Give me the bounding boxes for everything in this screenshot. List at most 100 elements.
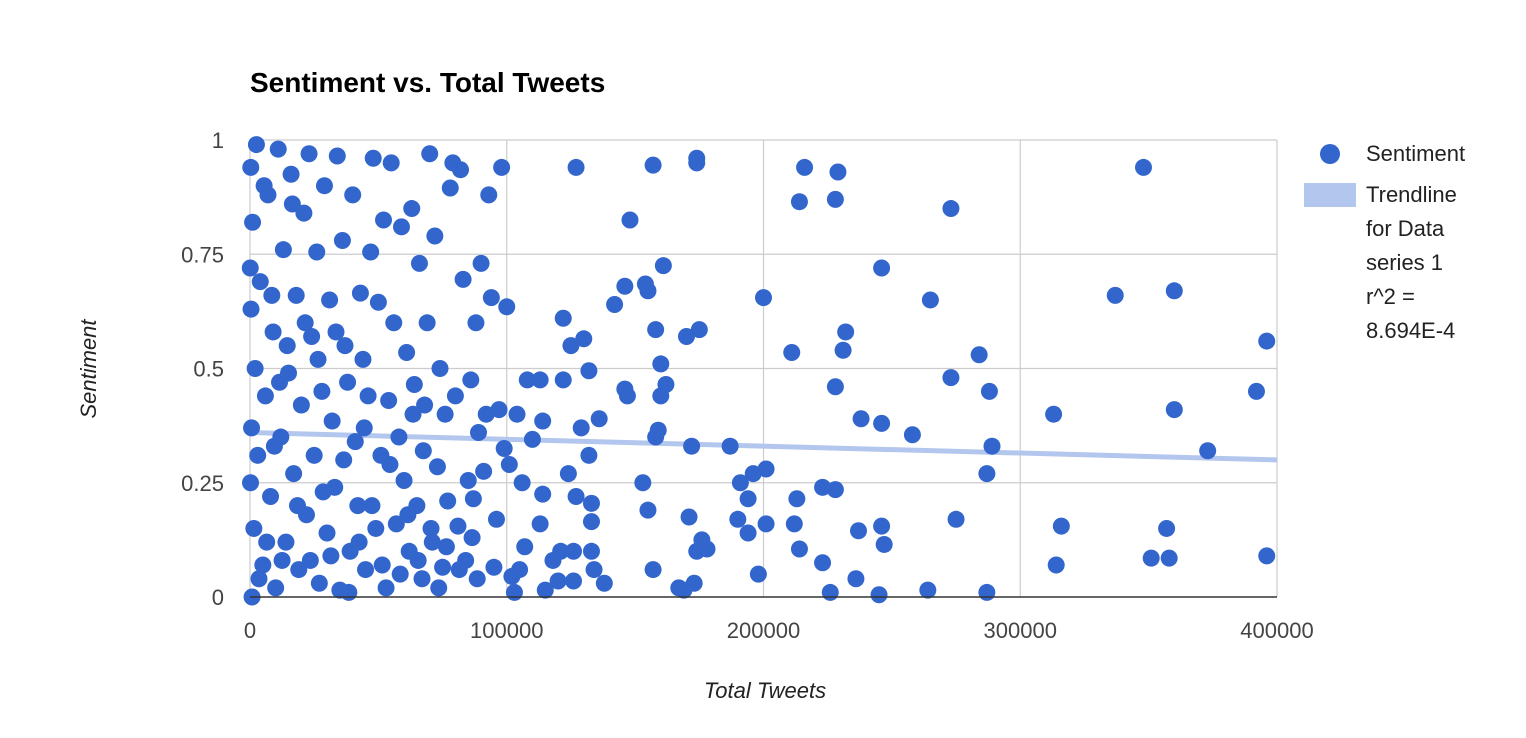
data-point xyxy=(487,510,505,528)
data-point xyxy=(670,579,688,597)
data-point xyxy=(295,204,313,222)
data-point xyxy=(559,465,577,483)
data-point xyxy=(495,439,513,457)
data-point xyxy=(288,497,306,515)
data-point xyxy=(790,193,808,211)
data-point xyxy=(333,232,351,250)
data-point xyxy=(357,561,375,579)
legend-marker-trendline xyxy=(1304,183,1356,207)
data-point xyxy=(428,458,446,476)
data-point xyxy=(731,474,749,492)
data-point xyxy=(1047,556,1065,574)
x-tick-label: 400000 xyxy=(1240,618,1313,643)
data-point xyxy=(258,533,276,551)
data-point xyxy=(1142,549,1160,567)
y-tick-label: 0 xyxy=(212,585,224,610)
data-point xyxy=(413,570,431,588)
data-point xyxy=(310,574,328,592)
data-point xyxy=(430,579,448,597)
data-point xyxy=(418,314,436,332)
data-point xyxy=(385,314,403,332)
data-point xyxy=(475,462,493,480)
data-point xyxy=(788,490,806,508)
data-point xyxy=(263,286,281,304)
data-point xyxy=(359,387,377,405)
data-point xyxy=(349,497,367,515)
data-point xyxy=(549,572,567,590)
data-point xyxy=(380,391,398,409)
data-point xyxy=(390,428,408,446)
data-point xyxy=(375,211,393,229)
data-point xyxy=(1134,158,1152,176)
data-point xyxy=(250,570,268,588)
data-point xyxy=(983,437,1001,455)
data-point xyxy=(1160,549,1178,567)
data-point xyxy=(554,309,572,327)
data-point xyxy=(595,574,613,592)
data-point xyxy=(373,556,391,574)
data-point xyxy=(422,519,440,537)
data-point xyxy=(652,387,670,405)
data-point xyxy=(567,158,585,176)
y-tick-label: 0.25 xyxy=(181,471,224,496)
data-point xyxy=(254,556,272,574)
data-point xyxy=(821,583,839,601)
data-point xyxy=(472,254,490,272)
data-point xyxy=(321,291,339,309)
data-point xyxy=(1165,401,1183,419)
data-point xyxy=(757,515,775,533)
data-point xyxy=(826,190,844,208)
data-point xyxy=(480,186,498,204)
grid-lines xyxy=(249,139,1278,597)
data-point xyxy=(652,355,670,373)
data-point xyxy=(369,293,387,311)
data-point xyxy=(575,330,593,348)
data-point xyxy=(403,200,421,218)
data-point xyxy=(644,156,662,174)
data-point xyxy=(255,177,273,195)
data-point xyxy=(313,382,331,400)
legend-label-trendline-line-3: series 1 xyxy=(1366,250,1443,275)
data-point xyxy=(405,375,423,393)
data-point xyxy=(273,551,291,569)
data-point xyxy=(296,314,314,332)
data-point xyxy=(441,179,459,197)
data-point xyxy=(300,145,318,163)
data-point xyxy=(262,487,280,505)
data-point xyxy=(796,158,814,176)
data-point xyxy=(335,451,353,469)
data-point xyxy=(688,542,706,560)
chart-title: Sentiment vs. Total Tweets xyxy=(250,67,605,98)
legend-marker-sentiment xyxy=(1320,144,1340,164)
data-point xyxy=(875,535,893,553)
data-point xyxy=(616,277,634,295)
data-point xyxy=(247,136,265,154)
y-tick-label: 0.5 xyxy=(193,357,224,382)
data-point xyxy=(382,154,400,172)
legend-label-sentiment: Sentiment xyxy=(1366,141,1465,166)
data-point xyxy=(721,437,739,455)
data-point xyxy=(785,515,803,533)
data-point xyxy=(814,554,832,572)
legend-label-trendline-line-2: for Data xyxy=(1366,216,1445,241)
data-point xyxy=(464,490,482,508)
data-point xyxy=(404,405,422,423)
data-point xyxy=(242,300,260,318)
data-point xyxy=(493,158,511,176)
data-point xyxy=(283,195,301,213)
data-point xyxy=(423,533,441,551)
data-point xyxy=(616,380,634,398)
data-point xyxy=(439,492,457,510)
data-point xyxy=(852,410,870,428)
data-point xyxy=(582,542,600,560)
data-point xyxy=(399,506,417,524)
data-point xyxy=(585,561,603,579)
data-point xyxy=(757,460,775,478)
data-point xyxy=(729,510,747,528)
data-point xyxy=(870,586,888,604)
data-point xyxy=(590,410,608,428)
data-point xyxy=(336,337,354,355)
data-point xyxy=(873,414,891,432)
data-point xyxy=(426,227,444,245)
